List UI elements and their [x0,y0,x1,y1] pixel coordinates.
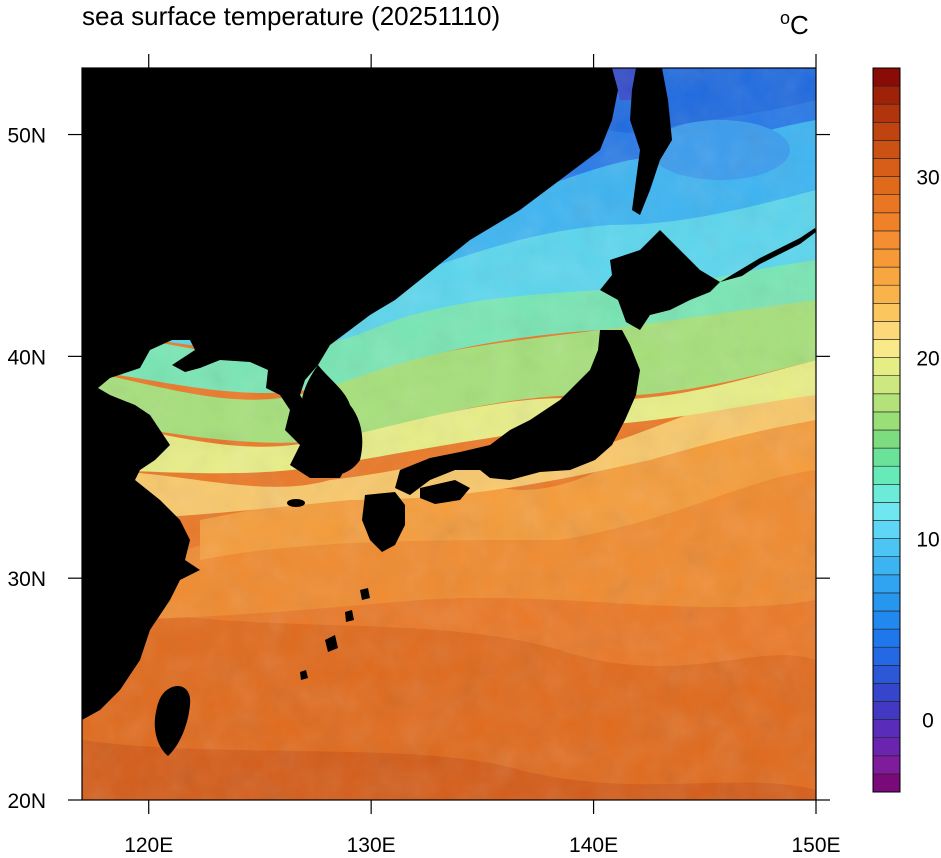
colorbar-bin [872,321,901,340]
colorbar-bin [872,646,901,666]
colorbar-bin [872,67,901,87]
colorbar-bin [872,194,901,214]
colorbar-bin [872,122,901,141]
colorbar-bin [872,719,901,738]
colorbar-bin [872,266,901,286]
colorbar-bin [872,212,901,232]
colorbar-bin [872,357,901,377]
colorbar-bin [872,248,901,268]
colorbar-bin [872,393,901,413]
colorbar-bin [872,574,901,594]
lon-tick-label: 120E [124,834,173,857]
units-scale: C [790,10,809,40]
colorbar-bin [872,737,901,757]
colorbar-bin [872,701,901,720]
lat-tick-label: 40N [7,346,46,369]
map-axes: 120E 130E 140E 150E 20N 30N 40N 50N [7,54,841,857]
colorbar-bin [872,683,901,702]
colorbar-bin [872,411,901,431]
colorbar-bin [872,176,901,196]
lat-tick-label: 20N [7,790,46,813]
lon-tick-label: 140E [569,834,618,857]
colorbar-bin [872,85,901,105]
land-mass [82,68,816,756]
lat-tick-label: 50N [7,125,46,148]
colorbar-bin [872,140,901,159]
degree-symbol: o [780,8,791,28]
units-label: oC [780,2,809,41]
lon-tick-label: 150E [791,834,840,857]
colorbar-bin [872,610,901,630]
colorbar-tick-label: 30 [916,167,939,190]
colorbar-tick-label: 10 [916,529,939,552]
colorbar-bin [872,483,901,503]
colorbar-bin [872,302,901,322]
colorbar-bin [872,628,901,648]
colorbar-bin [872,375,901,395]
lat-tick-label: 30N [7,568,46,591]
colorbar-bin [872,592,901,612]
lon-tick-label: 130E [347,834,396,857]
colorbar-bin [872,339,901,358]
colorbar-bin [872,158,901,177]
colorbar-frame [872,67,901,793]
colorbar-bin [872,773,901,793]
colorbar-bin [872,465,901,485]
colorbar-bin [872,520,901,539]
colorbar-bin [872,556,901,576]
colorbar-tick-label: 20 [916,348,939,371]
map-frame [81,67,817,801]
colorbar-bin [872,103,901,123]
map-title: sea surface temperature (20251110) [82,1,501,31]
colorbar-bin [872,230,901,250]
colorbar-bin [872,664,901,684]
colorbar: 0 10 20 30 [872,67,940,793]
colorbar-bin [872,284,901,304]
colorbar-bin [872,429,901,449]
colorbar-bin [872,755,901,775]
colorbar-bin [872,447,901,467]
colorbar-bin [872,502,901,521]
colorbar-bin [872,538,901,557]
colorbar-tick-label: 0 [922,710,934,733]
